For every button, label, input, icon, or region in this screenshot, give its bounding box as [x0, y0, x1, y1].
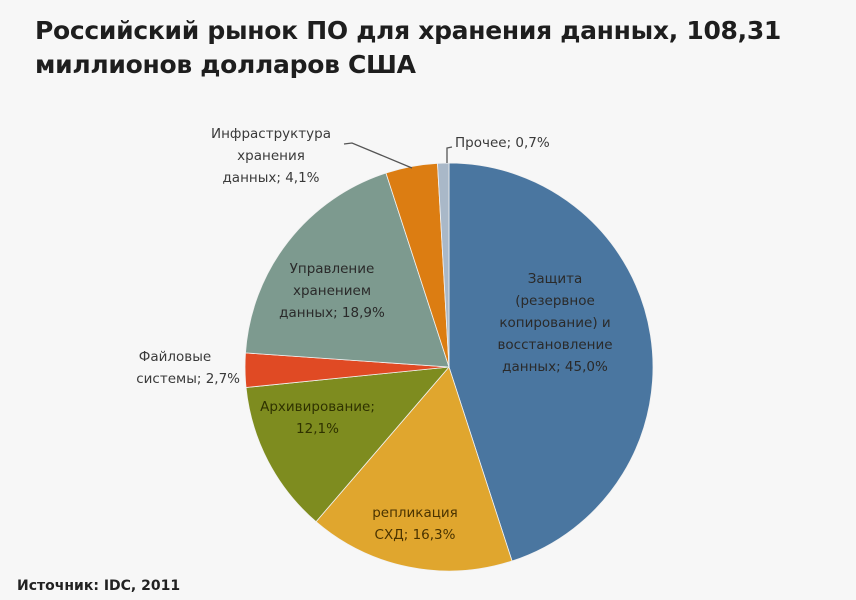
leader-line-infrastruktura	[343, 142, 413, 169]
pie-slice	[245, 366, 450, 523]
label-prochee: Прочее; 0,7%	[455, 135, 550, 151]
chart-title: Российский рынок ПО для хранения данных,…	[35, 14, 781, 82]
label-zashchita: Защита (резервное копирование) и восстан…	[497, 271, 613, 375]
pie-slice	[437, 162, 450, 368]
source-note: Источник: IDC, 2011	[17, 578, 181, 594]
pie-slice	[315, 366, 513, 572]
label-replikatsiya: репликация СХД; 16,3%	[372, 505, 458, 543]
label-infrastruktura: Инфраструктура хранения данных; 4,1%	[210, 126, 331, 186]
pie-slice	[448, 162, 654, 562]
label-upravlenie: Управление хранением данных; 18,9%	[279, 261, 385, 321]
chart-title-line2: миллионов долларов США	[35, 50, 416, 79]
pie-slice	[245, 172, 450, 368]
label-arkhivirovanie: Архивирование; 12,1%	[260, 399, 375, 437]
label-fajlovye-sistemy: Файловые системы; 2,7%	[136, 349, 240, 387]
chart-title-line1: Российский рынок ПО для хранения данных,…	[35, 16, 782, 45]
leader-line-prochee	[446, 146, 453, 163]
